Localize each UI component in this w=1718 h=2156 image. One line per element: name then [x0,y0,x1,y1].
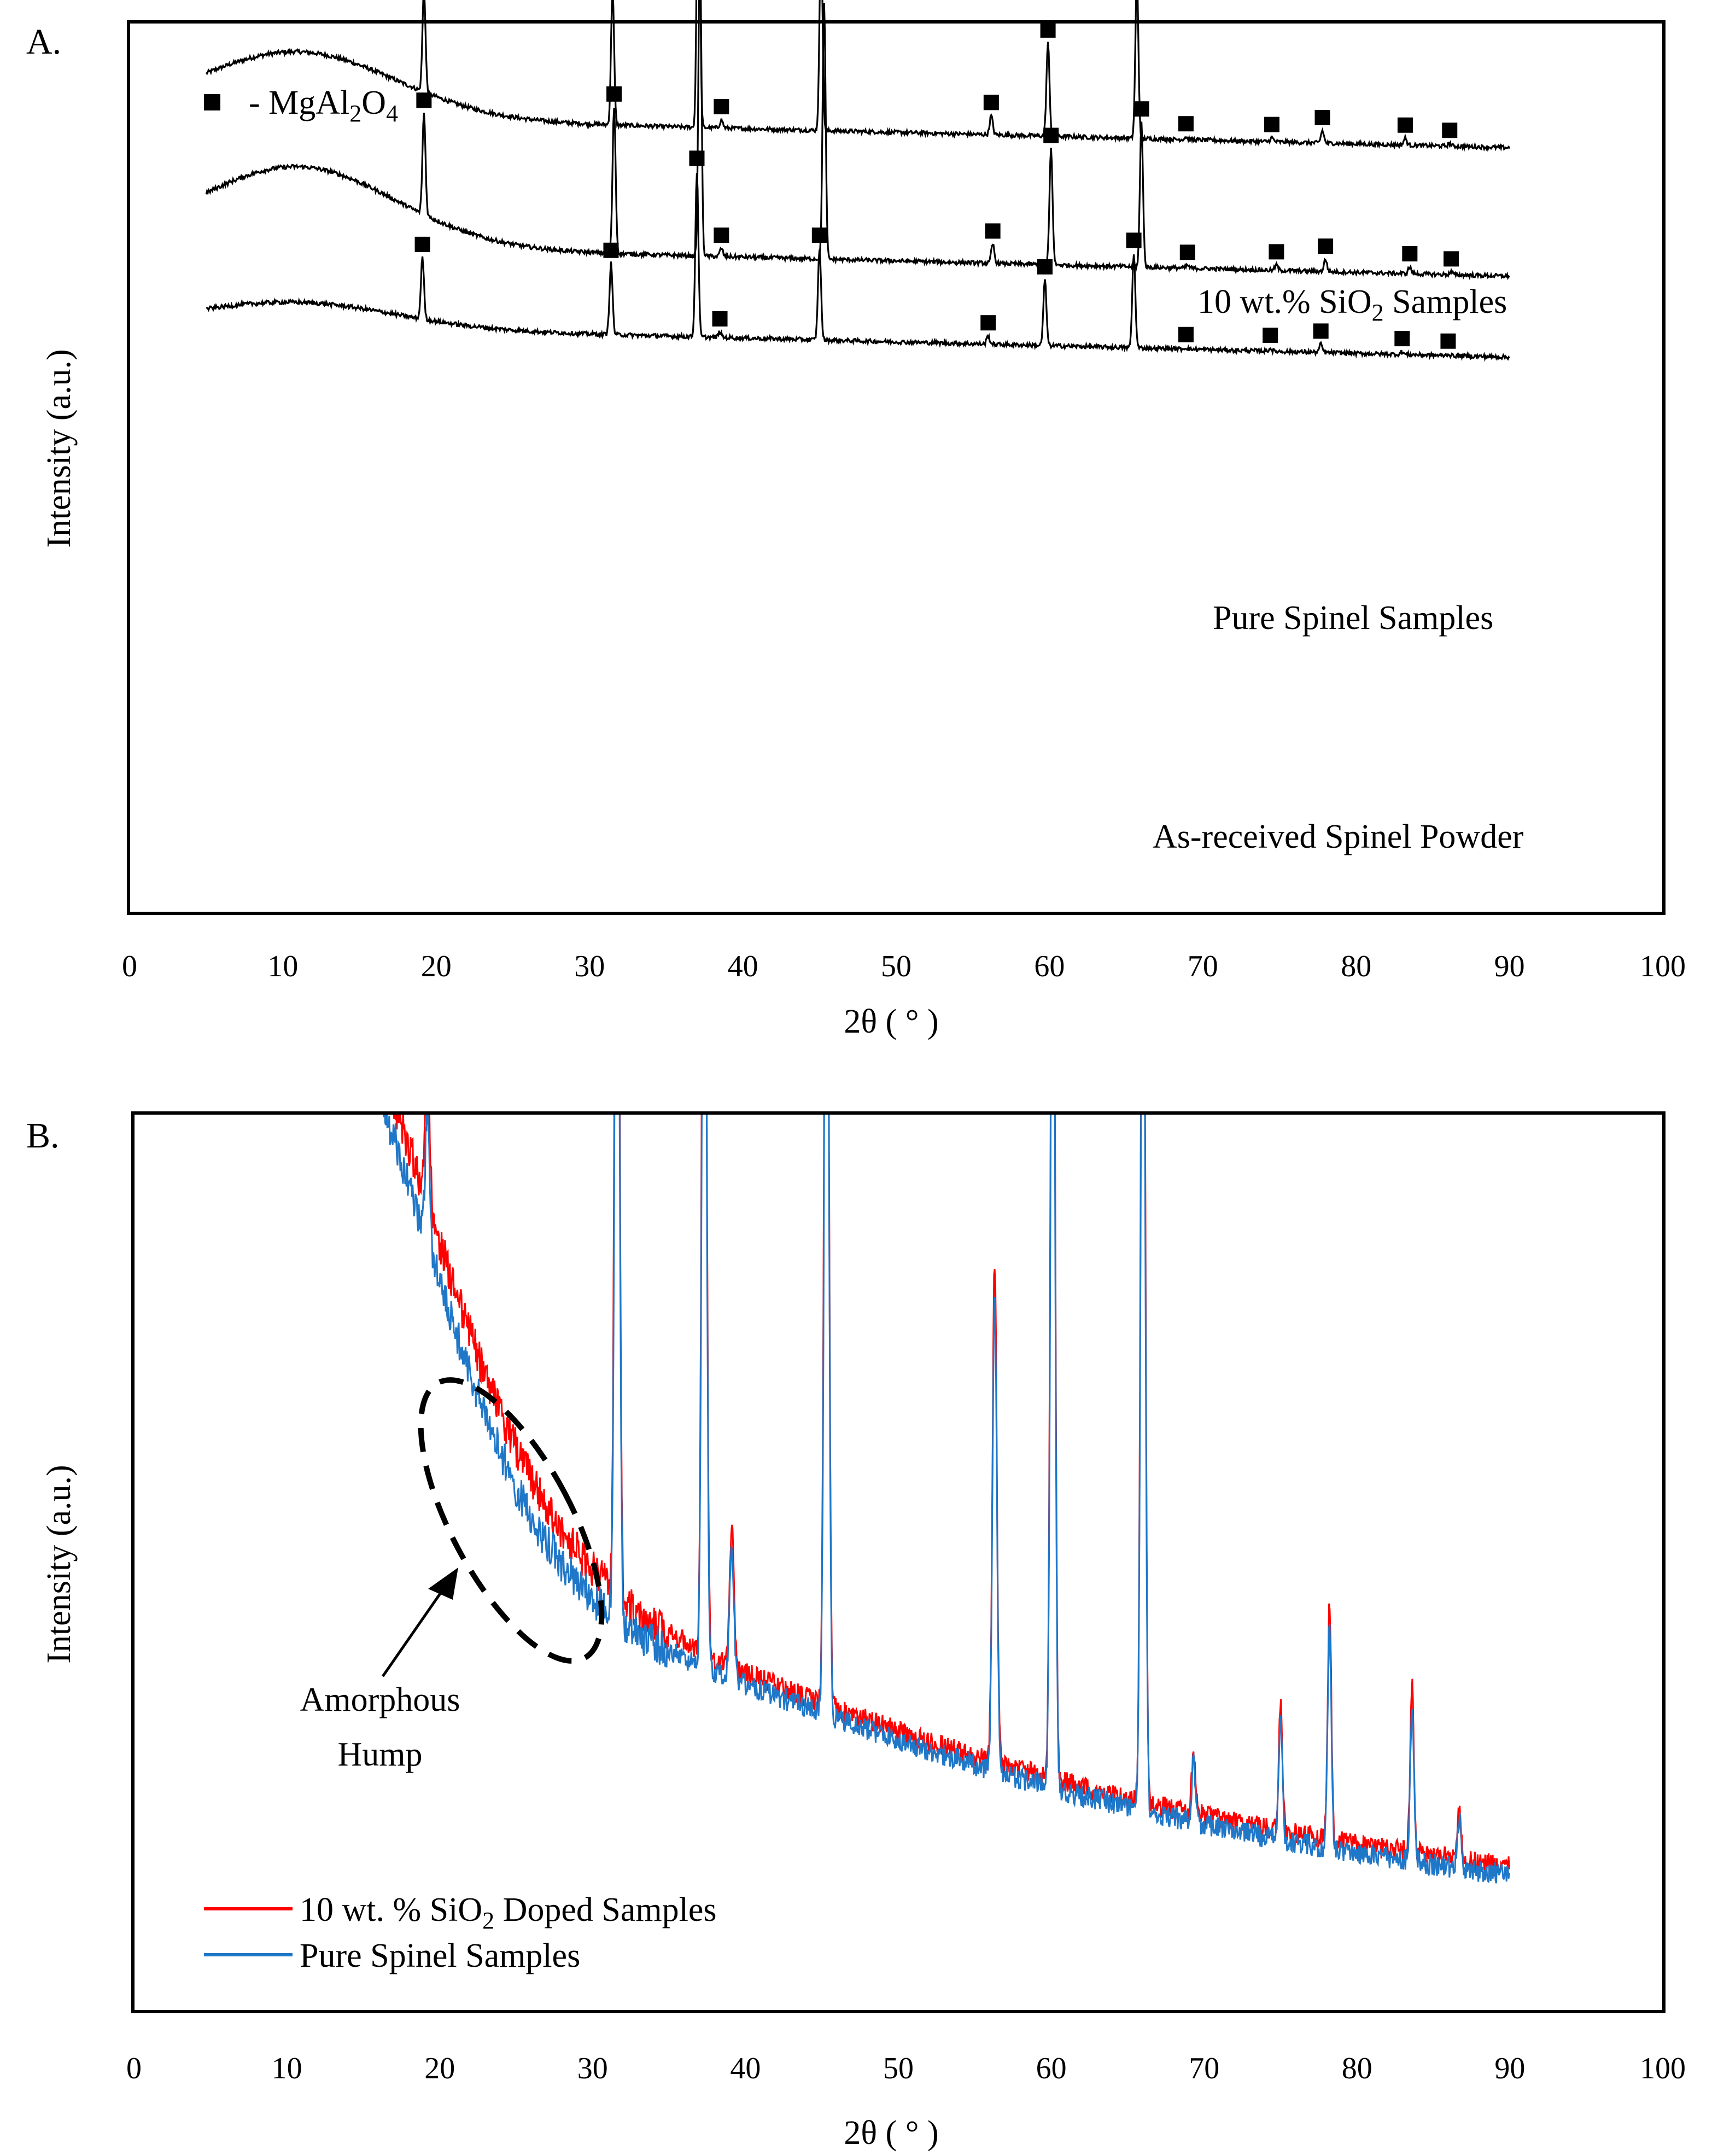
x-tick-label-a-100: 100 [1640,949,1686,983]
peak-marker-a-s3-4 [712,311,728,327]
peak-marker-a-s1-12 [1397,117,1413,133]
panel-b-label: B. [26,1116,60,1156]
peak-marker-a-s1-7 [1040,22,1056,38]
peak-marker-a-s2-7 [1043,127,1059,143]
annotation-text-line1: Amorphous [300,1681,460,1718]
panel-a-peak-markers [414,22,1459,349]
marker-legend-label: - MgAl2O4 [249,84,398,127]
peak-marker-a-s2-8 [1133,101,1149,117]
peak-marker-a-s2-13 [1444,251,1459,267]
panel-a-x-tick-labels: 0 10 20 30 40 50 60 70 80 90 100 [122,949,1686,983]
peak-marker-a-s3-8 [1126,232,1142,248]
trace-a-series-1 [205,0,1511,152]
x-tick-label-a-70: 70 [1188,949,1218,983]
peak-marker-a-s3-7 [1037,259,1053,275]
label-as-received-spinel-powder: As-received Spinel Powder [1153,818,1524,855]
label-10wt-sio2-samples: 10 wt.% SiO2 Samples [1197,283,1507,326]
x-tick-label-b-20: 20 [424,2052,455,2085]
amorphous-hump-annotation: Amorphous Hump [300,1377,605,1773]
panel-a: A. 0 10 20 30 40 50 60 70 80 90 100 2θ ( ° ) Inten… [26,0,1686,1040]
panel-b-x-tick-labels: 0 10 20 30 40 50 60 70 80 90 100 [126,2052,1686,2085]
panel-b-x-axis-label: 2θ ( ° ) [844,2114,938,2152]
panel-a-y-axis-label: Intensity (a.u.) [40,349,78,547]
peak-marker-a-s2-2 [606,86,622,102]
peak-marker-a-s1-9 [1178,116,1194,132]
panel-b-traces [383,1115,1510,1884]
peak-marker-a-s1-10 [1264,116,1279,132]
annotation-arrow-head-icon [428,1568,458,1600]
peak-marker-a-s2-4 [714,228,729,243]
peak-marker-a-s2-10 [1269,244,1284,260]
peak-marker-a-s2-1 [416,92,432,108]
marker-legend-square-icon [204,94,220,110]
peak-marker-a-s3-9 [1178,327,1194,342]
x-tick-label-a-10: 10 [267,949,298,983]
peak-marker-a-s1-13 [1442,123,1458,138]
panel-a-marker-legend: - MgAl2O4 [204,84,398,127]
peak-marker-a-s3-10 [1263,328,1278,343]
x-tick-label-b-60: 60 [1036,2052,1067,2085]
panel-a-label: A. [26,22,61,62]
x-tick-label-b-70: 70 [1189,2052,1219,2085]
x-tick-label-b-50: 50 [883,2052,914,2085]
panel-b: B. 0 10 20 30 40 50 60 70 80 90 100 2θ ( ° ) Inten… [26,1111,1686,2152]
peak-marker-a-s3-5 [811,227,827,243]
panel-b-y-axis-label: Intensity (a.u.) [40,1465,78,1663]
panel-a-traces [205,0,1511,362]
x-tick-label-a-90: 90 [1494,949,1525,983]
amorphous-hump-ellipse [418,1377,605,1664]
panel-b-legend: 10 wt. % SiO2 Doped Samples Pure Spinel … [204,1891,717,1974]
x-tick-label-a-20: 20 [421,949,452,983]
x-tick-label-b-10: 10 [272,2052,302,2085]
panel-a-x-axis-label: 2θ ( ° ) [844,1003,938,1040]
x-tick-label-b-40: 40 [730,2052,761,2085]
panel-b-plot-frame [131,1111,1666,2013]
peak-marker-a-s2-12 [1402,246,1418,261]
peak-marker-a-s3-13 [1440,333,1456,349]
annotation-arrow-line [381,1582,449,1677]
legend-label-pure-spinel: Pure Spinel Samples [300,1937,580,1974]
annotation-text-line2: Hump [338,1736,423,1773]
peak-marker-a-s3-11 [1313,323,1329,339]
x-tick-label-b-30: 30 [577,2052,608,2085]
peak-marker-a-s2-9 [1179,244,1195,260]
peak-marker-a-s3-3 [689,150,705,166]
legend-label-sio2-doped: 10 wt. % SiO2 Doped Samples [300,1891,717,1934]
x-tick-label-a-50: 50 [881,949,911,983]
x-tick-label-b-100: 100 [1640,2052,1686,2085]
peak-marker-a-s3-2 [603,242,619,258]
x-tick-label-b-80: 80 [1342,2052,1372,2085]
peak-marker-a-s3-12 [1394,331,1410,347]
peak-marker-a-s3-6 [980,315,996,331]
peak-marker-a-s2-11 [1318,238,1334,254]
peak-marker-a-s1-6 [983,95,999,110]
peak-marker-a-s1-4 [714,99,729,115]
peak-marker-a-s3-1 [414,236,430,252]
label-pure-spinel-samples: Pure Spinel Samples [1213,599,1493,637]
trace-a-series-3 [206,173,1510,362]
x-tick-label-a-40: 40 [728,949,758,983]
panel-a-plot-frame [127,20,1666,915]
trace-b-pure-spinel [383,1115,1510,1884]
x-tick-label-a-30: 30 [574,949,605,983]
x-tick-label-a-60: 60 [1034,949,1065,983]
x-tick-label-a-0: 0 [122,949,137,983]
x-tick-label-b-0: 0 [126,2052,142,2085]
x-tick-label-a-80: 80 [1341,949,1371,983]
peak-marker-a-s1-11 [1314,109,1330,125]
peak-marker-a-s2-6 [985,223,1001,239]
x-tick-label-b-90: 90 [1494,2052,1525,2085]
trace-a-series-2 [205,0,1510,281]
